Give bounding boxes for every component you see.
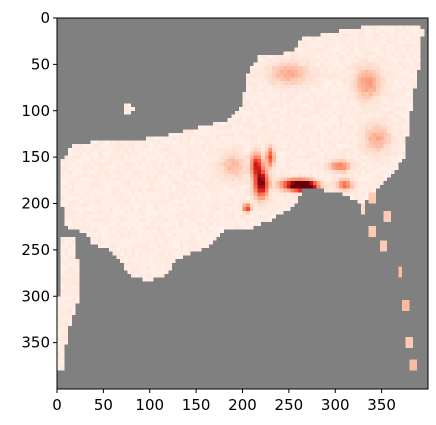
x-tick-label: 0 <box>52 396 62 414</box>
y-tick-label: 100 <box>21 102 50 120</box>
y-tick-label: 50 <box>31 55 50 73</box>
y-tick-label: 350 <box>21 334 50 352</box>
x-axis: 0 50 100 150 200 250 300 350 <box>52 389 396 414</box>
x-tick-label: 200 <box>228 396 257 414</box>
x-tick-label: 350 <box>367 396 396 414</box>
x-tick-label: 50 <box>94 396 113 414</box>
y-tick-label: 200 <box>21 195 50 213</box>
y-tick-label: 250 <box>21 241 50 259</box>
x-tick-label: 150 <box>182 396 211 414</box>
plot-area <box>57 18 428 389</box>
x-tick-label: 250 <box>275 396 304 414</box>
y-tick-label: 150 <box>21 148 50 166</box>
x-tick-label: 100 <box>135 396 164 414</box>
x-tick-label: 300 <box>321 396 350 414</box>
y-tick-label: 0 <box>40 9 50 27</box>
y-tick-label: 300 <box>21 287 50 305</box>
y-axis: 0 50 100 150 200 250 300 350 <box>21 9 57 352</box>
heatmap-image <box>57 18 428 389</box>
